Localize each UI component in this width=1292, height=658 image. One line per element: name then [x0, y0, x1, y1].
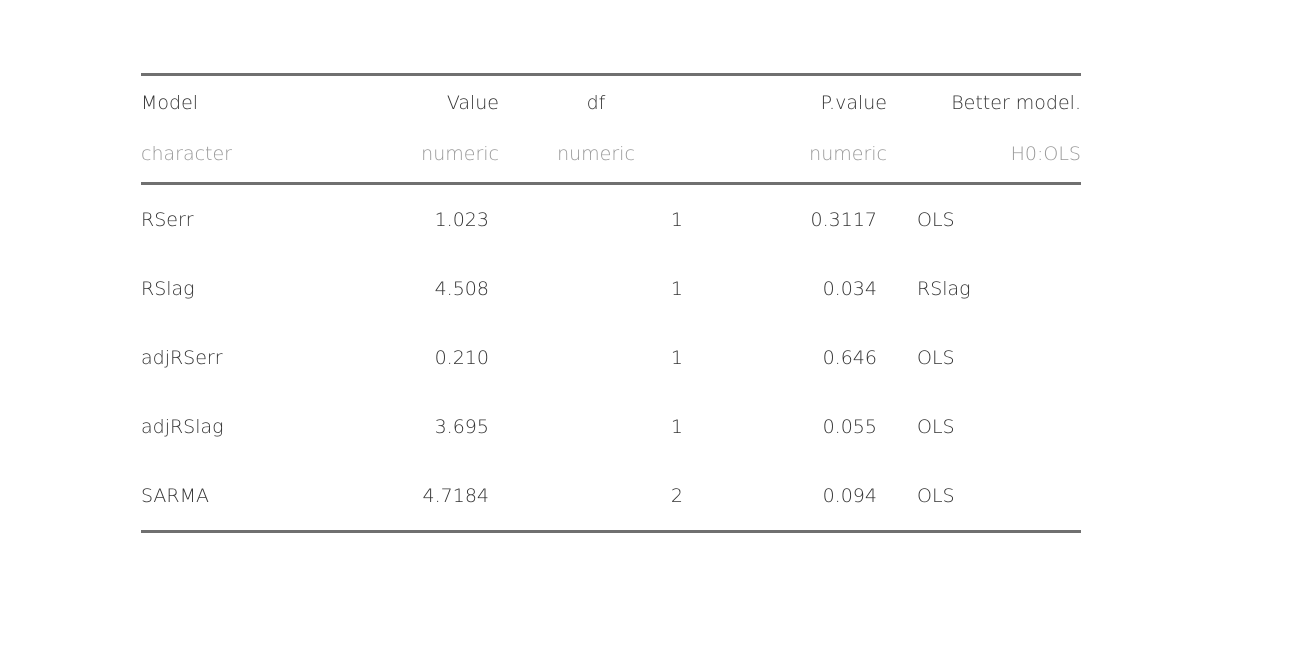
- cell-p-value: 0.3117: [810, 208, 877, 231]
- cell-better-model: OLS: [917, 208, 955, 231]
- column-header-model: Model: [141, 73, 331, 130]
- results-table: Model Value df P.value Better model. cha…: [141, 73, 1081, 533]
- cell-df: 2: [499, 461, 693, 533]
- cell-value: 3.695: [434, 415, 489, 438]
- table-row: RSerr 1.023 1 0.3117 OLS: [141, 184, 1081, 255]
- cell-model: RSerr: [141, 208, 194, 231]
- cell-model: SARMA: [141, 461, 331, 533]
- cell-df: 1: [670, 346, 683, 369]
- column-type-row: character numeric numeric numeric H0:OLS: [141, 130, 1081, 185]
- cell-value: 4.508: [434, 277, 489, 300]
- cell-p-value: 0.094: [693, 461, 887, 533]
- table-row: adjRSlag 3.695 1 0.055 OLS: [141, 392, 1081, 461]
- cell-better-model: OLS: [917, 415, 955, 438]
- cell-model: adjRSerr: [141, 346, 223, 369]
- table-body: RSerr 1.023 1 0.3117 OLS RSlag 4.508 1 0…: [141, 184, 1081, 533]
- column-header-better-model: Better model.: [887, 73, 1081, 130]
- cell-p-value: 0.646: [822, 346, 877, 369]
- cell-better-model: OLS: [887, 461, 1081, 533]
- table-row: RSlag 4.508 1 0.034 RSlag: [141, 254, 1081, 323]
- table-row: adjRSerr 0.210 1 0.646 OLS: [141, 323, 1081, 392]
- cell-better-model: RSlag: [917, 277, 971, 300]
- column-type-value: numeric: [331, 130, 499, 185]
- results-table-container: Model Value df P.value Better model. cha…: [141, 73, 1081, 533]
- cell-value: 0.210: [434, 346, 489, 369]
- column-type-df: numeric: [499, 130, 693, 185]
- cell-df: 1: [670, 208, 683, 231]
- table-row: SARMA 4.7184 2 0.094 OLS: [141, 461, 1081, 533]
- column-name-row: Model Value df P.value Better model.: [141, 73, 1081, 130]
- cell-better-model: OLS: [917, 346, 955, 369]
- cell-df: 1: [670, 415, 683, 438]
- column-type-better-model: H0:OLS: [887, 130, 1081, 185]
- column-type-p-value: numeric: [693, 130, 887, 185]
- column-header-df: df: [499, 73, 693, 130]
- cell-value: 4.7184: [331, 461, 499, 533]
- cell-value: 1.023: [434, 208, 489, 231]
- column-header-value: Value: [331, 73, 499, 130]
- cell-model: RSlag: [141, 277, 195, 300]
- column-type-model: character: [141, 130, 331, 185]
- cell-df: 1: [670, 277, 683, 300]
- cell-p-value: 0.034: [822, 277, 877, 300]
- cell-model: adjRSlag: [141, 415, 224, 438]
- table-header: Model Value df P.value Better model. cha…: [141, 73, 1081, 185]
- column-header-p-value: P.value: [693, 73, 887, 130]
- cell-p-value: 0.055: [822, 415, 877, 438]
